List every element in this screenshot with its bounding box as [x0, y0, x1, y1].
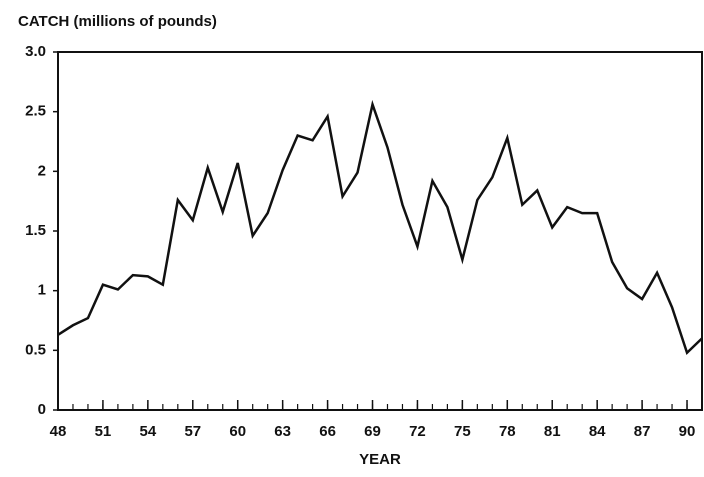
data-line: [57, 99, 703, 355]
x-axis-title: YEAR: [359, 451, 401, 468]
x-tick-label: 84: [589, 423, 606, 440]
x-tick-label: 90: [679, 423, 696, 440]
x-tick-label: 54: [140, 423, 157, 440]
x-tick-label: 81: [544, 423, 561, 440]
x-tick-label: 66: [319, 423, 336, 440]
y-tick-label: 2.5: [25, 103, 46, 120]
x-tick-label: 69: [364, 423, 381, 440]
x-tick-label: 48: [50, 423, 67, 440]
x-tick-label: 78: [499, 423, 516, 440]
x-tick-label: 63: [274, 423, 291, 440]
y-tick-label: 0.5: [25, 341, 46, 358]
plot-frame: [57, 51, 703, 411]
y-tick-label: 3.0: [25, 43, 46, 60]
x-tick-label: 87: [634, 423, 651, 440]
y-tick-label: 0: [38, 401, 46, 418]
y-tick-label: 2: [38, 162, 46, 179]
x-tick-label: 72: [409, 423, 426, 440]
x-tick-label: 51: [95, 423, 112, 440]
x-tick-label: 57: [184, 423, 201, 440]
y-axis-title: CATCH (millions of pounds): [18, 13, 217, 30]
x-tick-label: 60: [229, 423, 246, 440]
y-tick-label: 1.5: [25, 222, 46, 239]
y-tick-label: 1: [38, 282, 46, 299]
x-tick-label: 75: [454, 423, 471, 440]
